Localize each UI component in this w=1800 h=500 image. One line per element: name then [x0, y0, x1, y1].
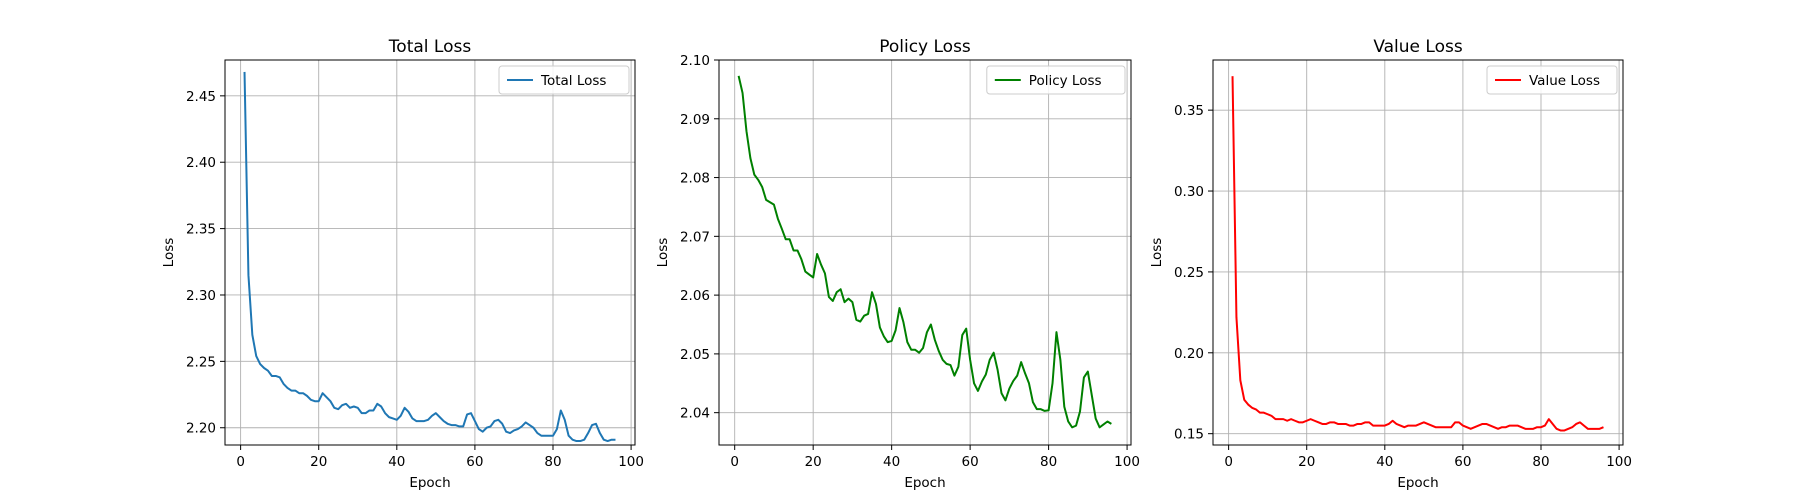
y-axis-label: Loss: [161, 238, 177, 268]
y-tick-label: 0.30: [1174, 184, 1204, 200]
y-axis-label: Loss: [1149, 238, 1165, 268]
y-tick-label: 0.15: [1174, 427, 1204, 443]
y-tick-label: 2.10: [680, 53, 710, 69]
x-tick-label: 60: [1454, 454, 1471, 470]
legend-box: [986, 65, 1126, 95]
x-tick-label: 0: [730, 454, 739, 470]
y-tick-label: 2.20: [186, 421, 216, 437]
plot-frame: [1212, 59, 1624, 446]
x-tick-label: 100: [1114, 454, 1140, 470]
x-tick-label: 100: [1606, 454, 1632, 470]
x-tick-label: 80: [1532, 454, 1549, 470]
x-tick-label: 40: [1376, 454, 1393, 470]
x-axis-label: Epoch: [409, 475, 450, 491]
x-tick-label: 20: [310, 454, 327, 470]
x-tick-label: 80: [1040, 454, 1057, 470]
series-line-total-loss: [243, 71, 616, 443]
y-tick-label: 2.07: [680, 229, 710, 245]
y-tick-label: 2.04: [680, 406, 710, 422]
legend-label: Value Loss: [1529, 73, 1600, 89]
y-tick-label: 0.35: [1174, 103, 1204, 119]
plot-frame: [718, 59, 1132, 446]
legend-label: Policy Loss: [1029, 73, 1102, 89]
y-tick-label: 0.25: [1174, 265, 1204, 281]
x-tick-label: 60: [962, 454, 979, 470]
chart-title: Policy Loss: [879, 37, 971, 57]
chart-panel-1: 0 20 40 60 80 100 2.20 2.25 2.30 2.35 2.40 2.45 Tota…: [161, 37, 644, 491]
plot-frame: [224, 59, 636, 446]
y-tick-label: 2.25: [186, 354, 216, 370]
legend-label: Total Loss: [540, 73, 606, 89]
x-axis-label: Epoch: [904, 475, 945, 491]
chart-title: Total Loss: [388, 37, 472, 57]
x-tick-label: 20: [805, 454, 822, 470]
x-tick-label: 60: [466, 454, 483, 470]
x-axis-label: Epoch: [1397, 475, 1438, 491]
x-tick-label: 40: [883, 454, 900, 470]
legend-box: [1486, 65, 1618, 95]
x-tick-label: 20: [1298, 454, 1315, 470]
legend: Value Loss: [1486, 65, 1618, 95]
y-tick-label: 2.30: [186, 288, 216, 304]
series-line-policy-loss: [737, 75, 1112, 429]
y-tick-label: 2.05: [680, 347, 710, 363]
chart-title: Value Loss: [1373, 37, 1463, 57]
legend: Total Loss: [498, 65, 630, 95]
x-tick-label: 40: [388, 454, 405, 470]
y-tick-label: 2.40: [186, 155, 216, 171]
y-axis-label: Loss: [655, 238, 671, 268]
series-line-value-loss: [1231, 76, 1604, 432]
y-tick-label: 2.06: [680, 288, 710, 304]
legend-box: [498, 65, 630, 95]
y-tick-label: 0.20: [1174, 346, 1204, 362]
x-tick-label: 0: [1224, 454, 1233, 470]
legend: Policy Loss: [986, 65, 1126, 95]
x-tick-label: 100: [618, 454, 644, 470]
chart-panel-2: 0 20 40 60 80 100 2.04 2.05 2.06 2.07 2.08 2.09 2.10…: [655, 37, 1140, 491]
y-tick-label: 2.09: [680, 112, 710, 128]
x-tick-label: 80: [544, 454, 561, 470]
x-tick-label: 0: [236, 454, 245, 470]
y-tick-label: 2.35: [186, 222, 216, 238]
y-tick-label: 2.08: [680, 171, 710, 187]
y-tick-label: 2.45: [186, 89, 216, 105]
chart-panel-3: 0 20 40 60 80 100 0.15 0.20 0.25 0.30 0.35 Value Lo…: [1149, 37, 1632, 491]
